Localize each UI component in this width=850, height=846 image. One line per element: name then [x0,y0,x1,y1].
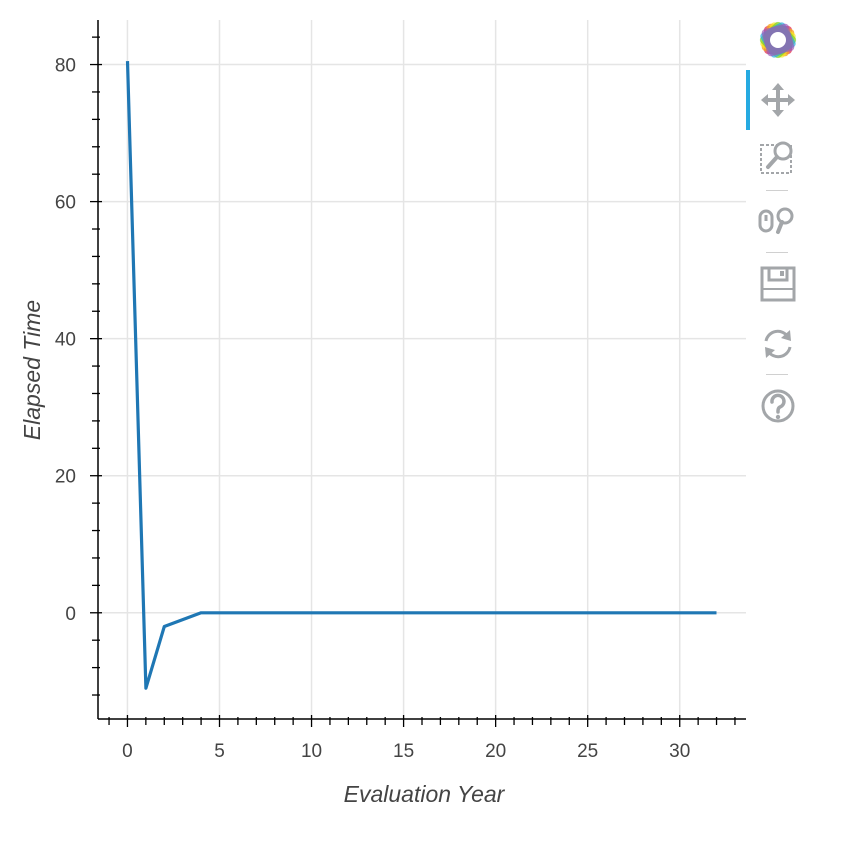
pan-tool-icon [761,83,795,117]
x-tick-label: 15 [393,741,414,762]
x-axis-title: Evaluation Year [344,781,506,807]
x-tick-label: 30 [669,741,690,762]
box-zoom-tool-icon [760,141,793,174]
wheel-zoom-tool-icon [758,207,794,234]
y-tick-label: 20 [55,467,76,488]
y-tick-label: 0 [65,604,76,625]
x-tick-label: 5 [214,741,225,762]
help-tool[interactable] [756,384,800,428]
bokeh-logo-icon [759,21,797,59]
reset-tool-icon [764,329,792,359]
x-tick-label: 10 [301,741,322,762]
y-tick-label: 80 [55,56,76,77]
bokeh-logo [756,18,800,62]
box-zoom-tool[interactable] [756,134,800,178]
wheel-zoom-tool[interactable] [756,198,800,242]
axes: 0 5 10 15 20 25 30 0 20 40 60 80 [55,20,746,762]
x-tick-label: 20 [485,741,506,762]
save-tool[interactable] [756,262,800,306]
y-axis-title: Elapsed Time [19,300,45,440]
toolbar-separator [766,374,788,375]
help-tool-icon [761,389,795,423]
x-tick-label: 0 [122,741,133,762]
toolbar-separator [766,190,788,191]
y-tick-label: 60 [55,193,76,214]
toolbar-separator [766,252,788,253]
toolbar [746,14,808,434]
reset-tool[interactable] [756,322,800,366]
active-tool-indicator [746,70,750,130]
series [125,61,717,690]
save-tool-icon [760,266,796,302]
grid [98,20,746,719]
y-tick-label: 40 [55,330,76,351]
series-line [125,61,717,690]
x-tick-label: 25 [577,741,598,762]
pan-tool[interactable] [756,78,800,122]
